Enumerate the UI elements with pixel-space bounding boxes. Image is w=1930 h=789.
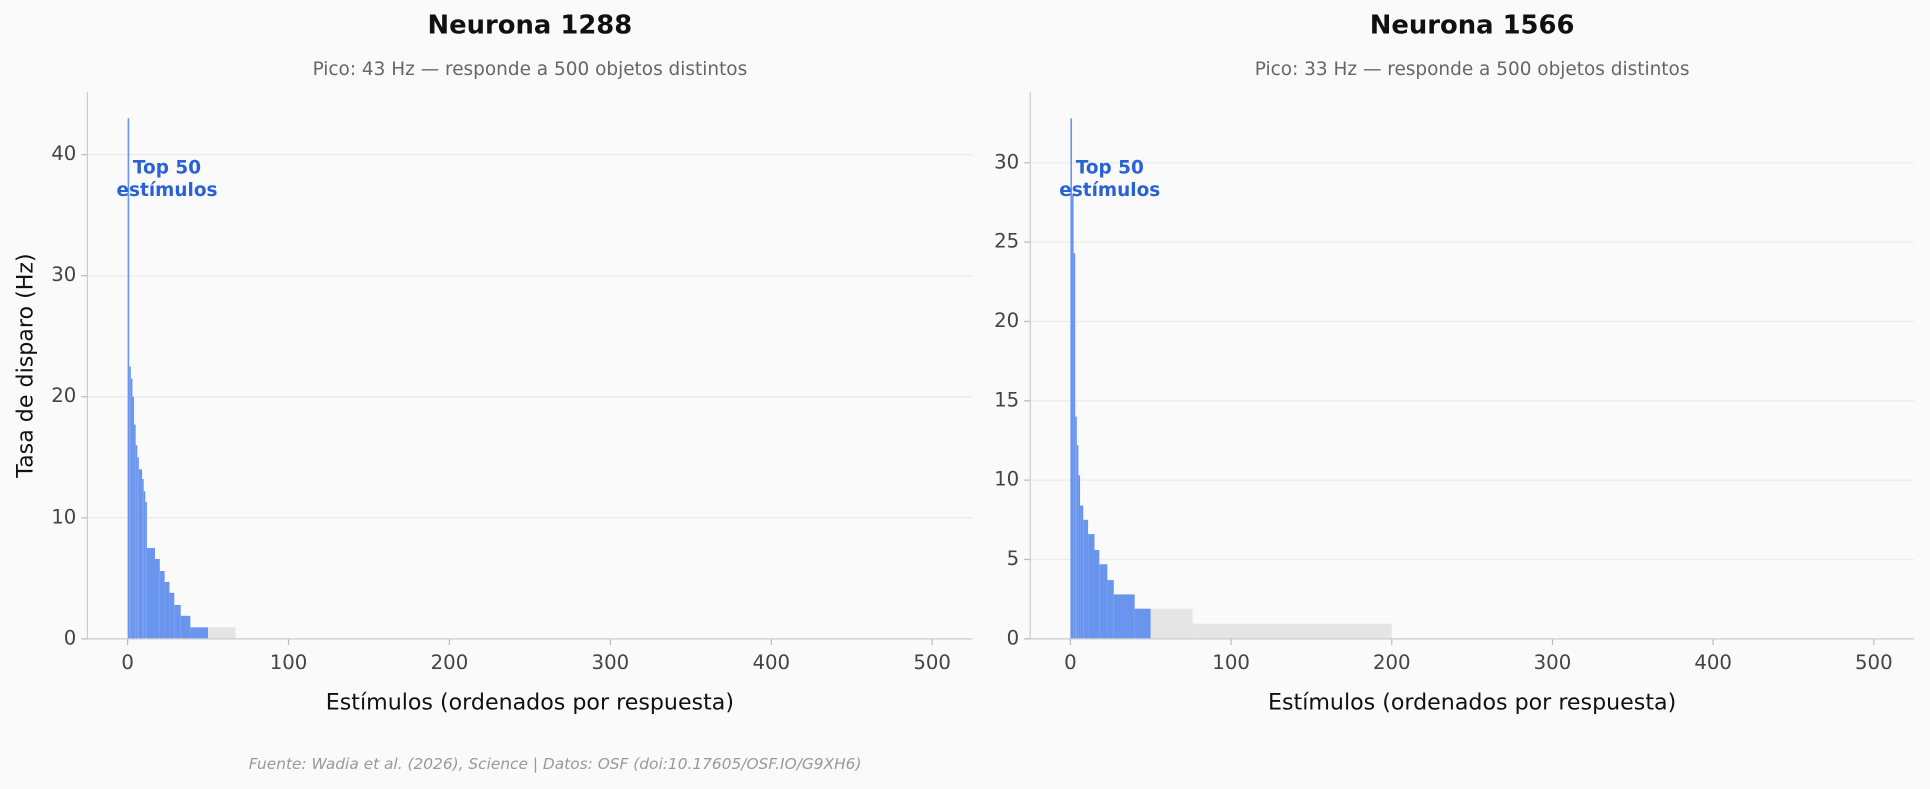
bar xyxy=(174,604,181,639)
bar xyxy=(138,469,143,639)
x-tick-label: 100 xyxy=(270,651,308,674)
bar xyxy=(127,118,130,639)
bar xyxy=(129,366,131,639)
bar xyxy=(1078,475,1081,639)
bar xyxy=(1073,253,1076,639)
y-tick-label: 25 xyxy=(994,230,1019,253)
y-tick-label: 10 xyxy=(51,505,76,528)
y-tick-label: 0 xyxy=(64,626,77,649)
bar xyxy=(1094,549,1100,639)
bar xyxy=(142,479,144,639)
y-tick-label: 20 xyxy=(994,309,1019,332)
bar xyxy=(1107,580,1114,639)
y-tick-label: 0 xyxy=(1007,626,1020,649)
bar xyxy=(190,627,209,639)
x-tick-label: 400 xyxy=(1694,651,1732,674)
x-axis-label: Estímulos (ordenados por respuesta) xyxy=(326,689,734,715)
bar xyxy=(164,581,170,639)
x-axis-label: Estímulos (ordenados por respuesta) xyxy=(1268,689,1676,715)
x-tick-label: 400 xyxy=(752,651,790,674)
bar xyxy=(146,548,155,639)
y-tick-label: 40 xyxy=(51,142,76,165)
bar xyxy=(1070,118,1073,639)
y-tick-label: 5 xyxy=(1007,547,1020,570)
subtitle: Pico: 33 Hz — responde a 500 objetos dis… xyxy=(1255,59,1690,80)
bar xyxy=(1134,608,1151,639)
bar xyxy=(130,378,133,639)
annotation: estímulos xyxy=(117,180,218,201)
chart-title: Neurona 1288 xyxy=(428,10,633,40)
bar xyxy=(143,491,146,639)
bar xyxy=(1080,505,1084,639)
bar xyxy=(1150,608,1193,639)
footer: Fuente: Wadia et al. (2026), Science | D… xyxy=(249,755,862,773)
x-tick-label: 500 xyxy=(1855,651,1893,674)
bar xyxy=(1076,445,1079,639)
bar xyxy=(1113,594,1135,639)
bar xyxy=(137,457,139,639)
bar xyxy=(1099,564,1108,639)
bar xyxy=(1072,194,1074,639)
bar xyxy=(1075,416,1077,639)
bar xyxy=(208,627,236,639)
y-tick-label: 30 xyxy=(994,150,1019,173)
bar xyxy=(154,558,160,639)
x-tick-label: 500 xyxy=(913,651,951,674)
annotation: Top 50 xyxy=(133,158,201,179)
bar xyxy=(132,396,135,639)
chart-title: Neurona 1566 xyxy=(1370,10,1575,40)
annotation: estímulos xyxy=(1059,180,1160,201)
bar xyxy=(145,502,147,639)
x-tick-label: 200 xyxy=(431,651,469,674)
y-tick-label: 30 xyxy=(51,263,76,286)
bar xyxy=(1083,519,1089,639)
bar xyxy=(159,571,165,639)
y-axis-label: Tasa de disparo (Hz) xyxy=(12,253,38,478)
x-tick-label: 0 xyxy=(1064,651,1077,674)
annotation: Top 50 xyxy=(1076,158,1144,179)
bar xyxy=(1192,623,1392,639)
bar xyxy=(135,445,138,639)
bar xyxy=(180,615,191,639)
y-tick-label: 20 xyxy=(51,384,76,407)
subtitle: Pico: 43 Hz — responde a 500 objetos dis… xyxy=(313,59,748,80)
bar xyxy=(1088,534,1095,639)
x-tick-label: 0 xyxy=(121,651,134,674)
x-tick-label: 200 xyxy=(1373,651,1411,674)
bar xyxy=(169,592,175,639)
x-tick-label: 100 xyxy=(1212,651,1250,674)
x-tick-label: 300 xyxy=(592,651,630,674)
x-tick-label: 300 xyxy=(1534,651,1572,674)
bar xyxy=(134,424,136,639)
y-tick-label: 15 xyxy=(994,388,1019,411)
y-tick-label: 10 xyxy=(994,468,1019,491)
